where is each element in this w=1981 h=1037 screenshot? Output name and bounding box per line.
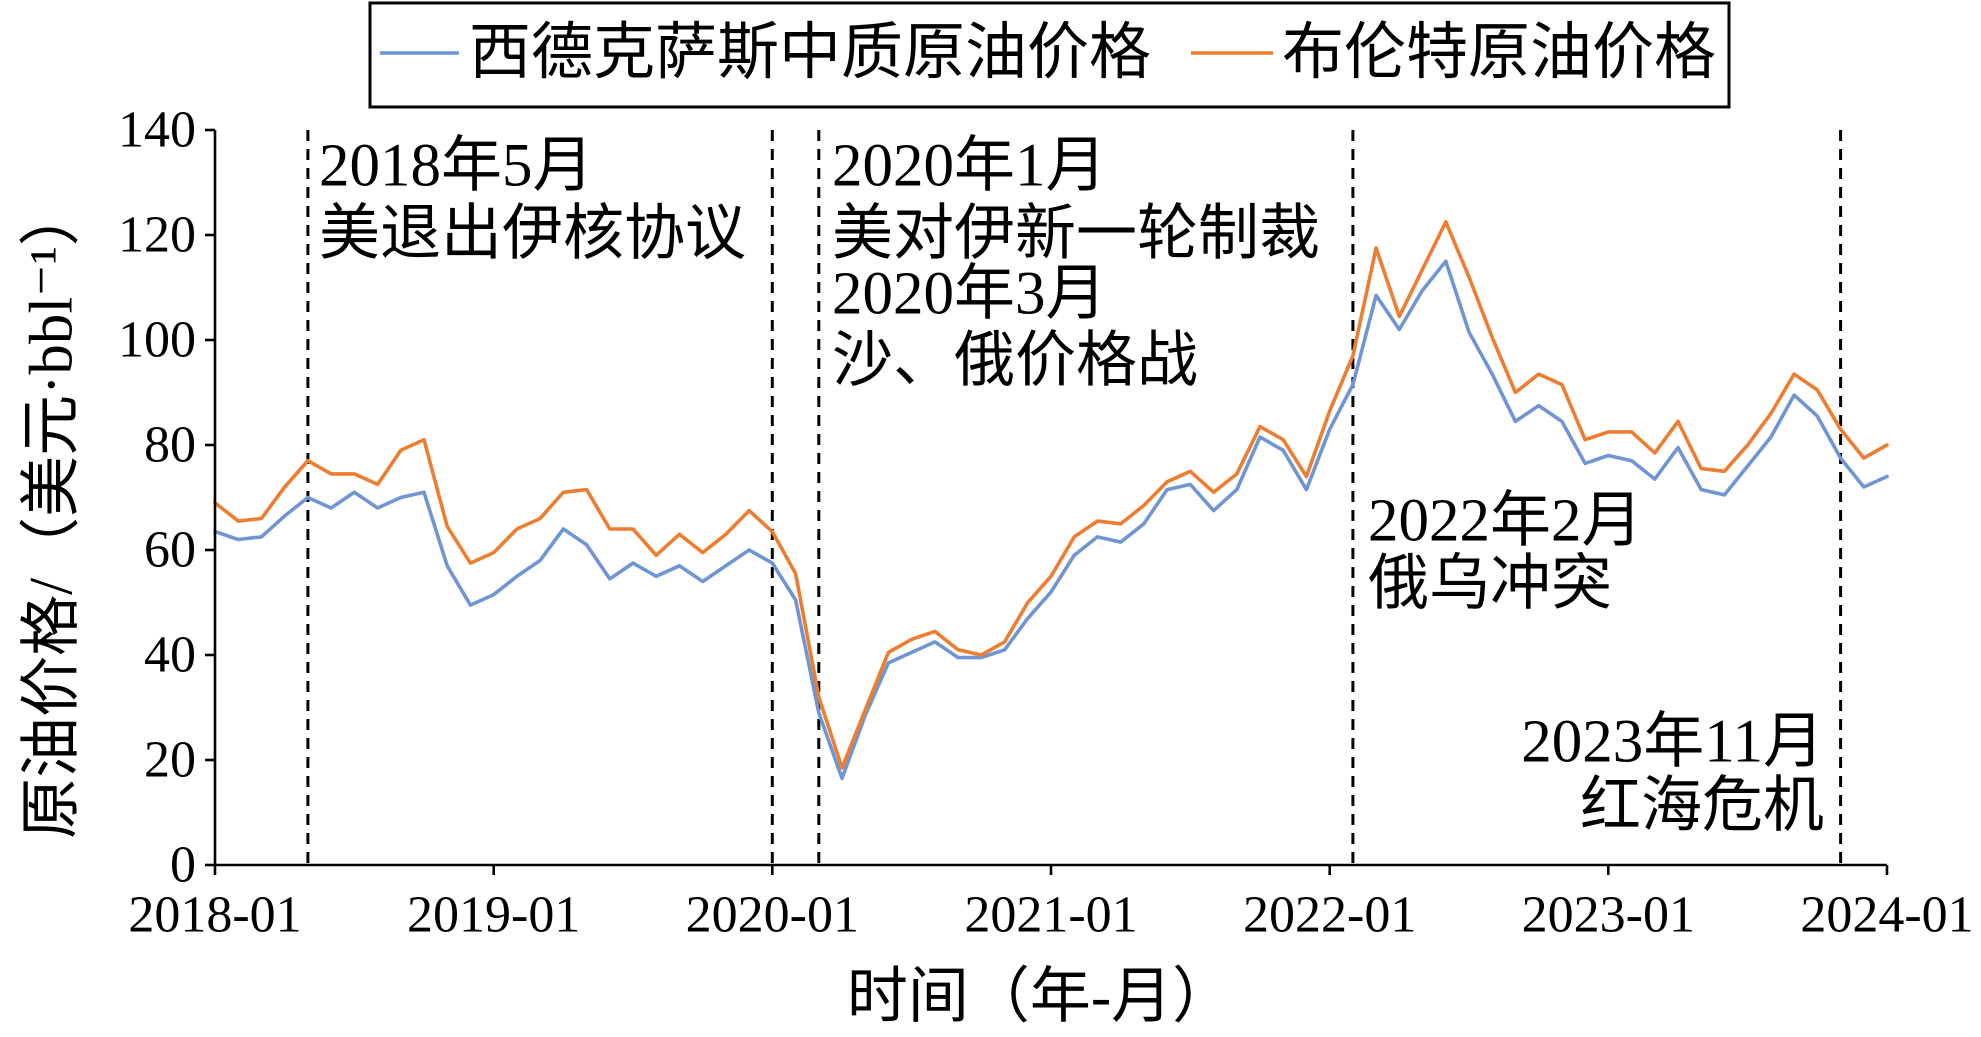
annotation-event-label: 俄乌冲突 — [1368, 551, 1612, 618]
y-tick-label: 120 — [118, 207, 196, 264]
x-tick-labels: 2018-01 2019-01 2020-01 2021-01 2022-01 2023-… — [128, 887, 1973, 944]
annotation-date-label: 2020年3月 — [832, 261, 1107, 328]
event-lines — [306, 130, 1843, 865]
x-tick-label: 2018-01 — [128, 887, 301, 944]
annotation-event-label: 美对伊新一轮制裁 — [832, 201, 1320, 268]
x-tick-label: 2023-01 — [1522, 887, 1695, 944]
y-tick-label: 0 — [170, 837, 196, 894]
x-tick-label: 2020-01 — [686, 887, 859, 944]
brent-price-line — [213, 220, 1889, 770]
x-tick-label: 2021-01 — [964, 887, 1137, 944]
legend-box — [368, 1, 1731, 109]
annotation-2023-11: 2023年11月 红海危机 — [1521, 709, 1824, 840]
y-tick-labels: 0 20 40 60 80 100 120 140 — [118, 102, 196, 894]
annotation-date-label: 2022年2月 — [1368, 488, 1643, 555]
x-axis-title: 时间（年-月） — [847, 964, 1233, 1031]
annotation-date-label: 2023年11月 — [1521, 709, 1824, 776]
x-tick-label: 2022-01 — [1243, 887, 1416, 944]
y-tick-label: 20 — [144, 732, 196, 789]
annotation-date-label: 2018年5月 — [319, 133, 594, 200]
annotation-2018-05: 2018年5月 美退出伊核协议 — [319, 133, 746, 268]
series-lines — [213, 220, 1889, 781]
y-tick-label: 100 — [118, 312, 196, 369]
x-tick-label: 2024-01 — [1800, 887, 1973, 944]
y-tick-label: 40 — [144, 627, 196, 684]
legend-label-wti: 西德克萨斯中质原油价格 — [469, 19, 1151, 87]
x-tick-label: 2019-01 — [407, 887, 580, 944]
annotation-event-label: 美退出伊核协议 — [319, 201, 746, 268]
wti-price-line — [213, 259, 1889, 781]
y-tick-label: 60 — [144, 522, 196, 579]
annotation-event-label: 沙、俄价格战 — [832, 328, 1198, 395]
axes — [205, 128, 1889, 875]
y-axis-title: 原油价格/（美元·bbl⁻¹） — [19, 185, 86, 839]
annotation-2022-02: 2022年2月 俄乌冲突 — [1368, 488, 1643, 618]
annotation-date-label: 2020年1月 — [832, 133, 1107, 200]
y-tick-label: 140 — [118, 102, 196, 159]
legend: 西德克萨斯中质原油价格 布伦特原油价格 — [368, 1, 1731, 109]
legend-label-brent: 布伦特原油价格 — [1282, 19, 1716, 87]
y-tick-label: 80 — [144, 417, 196, 474]
annotation-event-label: 红海危机 — [1580, 773, 1824, 840]
annotation-2020-01-2020-03: 2020年1月 美对伊新一轮制裁 2020年3月 沙、俄价格战 — [832, 133, 1320, 395]
annotations: 2018年5月 美退出伊核协议 2020年1月 美对伊新一轮制裁 2020年3月… — [319, 133, 1824, 840]
